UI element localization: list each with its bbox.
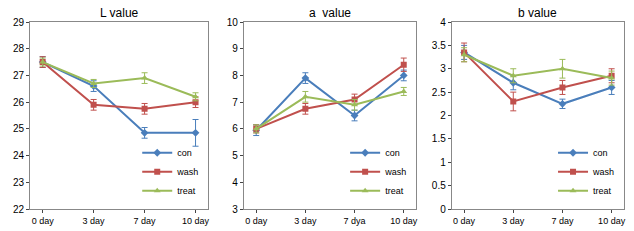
svg-text:con: con (593, 148, 608, 158)
svg-text:3 day: 3 day (502, 216, 525, 226)
svg-text:7: 7 (232, 97, 238, 108)
svg-text:treat: treat (385, 186, 404, 196)
svg-text:wash: wash (176, 167, 198, 177)
svg-text:0: 0 (440, 204, 446, 215)
svg-text:7 day: 7 day (551, 216, 574, 226)
svg-text:wash: wash (384, 167, 406, 177)
svg-text:27: 27 (13, 70, 25, 81)
svg-text:treat: treat (177, 186, 196, 196)
svg-text:0.5: 0.5 (432, 180, 446, 191)
svg-text:2.5: 2.5 (432, 87, 446, 98)
svg-text:0 day: 0 day (453, 216, 476, 226)
svg-text:1.5: 1.5 (432, 133, 446, 144)
svg-text:10 day: 10 day (390, 216, 418, 226)
svg-text:24: 24 (13, 150, 25, 161)
svg-text:wash: wash (592, 167, 614, 177)
svg-text:10 day: 10 day (182, 216, 210, 226)
svg-text:9: 9 (232, 43, 238, 54)
svg-text:L value: L value (100, 6, 139, 20)
svg-text:con: con (177, 148, 192, 158)
svg-text:23: 23 (13, 177, 25, 188)
svg-text:1: 1 (440, 157, 446, 168)
svg-text:10: 10 (227, 17, 239, 28)
svg-text:28: 28 (13, 43, 25, 54)
svg-text:29: 29 (13, 17, 25, 28)
svg-text:0 day: 0 day (245, 216, 268, 226)
svg-text:con: con (385, 148, 400, 158)
svg-text:22: 22 (13, 204, 25, 215)
svg-text:7 day: 7 day (134, 216, 157, 226)
svg-text:8: 8 (232, 70, 238, 81)
svg-text:5: 5 (232, 150, 238, 161)
svg-text:7 dya: 7 dya (344, 216, 366, 226)
svg-text:3 day: 3 day (294, 216, 317, 226)
svg-text:10 day: 10 day (598, 216, 626, 226)
svg-text:3: 3 (232, 204, 238, 215)
svg-text:2: 2 (440, 110, 446, 121)
svg-text:6: 6 (232, 123, 238, 134)
svg-text:b value: b value (518, 6, 557, 20)
svg-text:3: 3 (440, 63, 446, 74)
svg-text:0 day: 0 day (32, 216, 55, 226)
svg-text:4: 4 (232, 177, 238, 188)
svg-text:26: 26 (13, 97, 25, 108)
svg-text:3.5: 3.5 (432, 40, 446, 51)
svg-text:25: 25 (13, 123, 25, 134)
svg-text:4: 4 (440, 17, 446, 28)
svg-text:3 day: 3 day (83, 216, 106, 226)
svg-text:a value: a value (309, 6, 351, 20)
svg-text:treat: treat (593, 186, 612, 196)
